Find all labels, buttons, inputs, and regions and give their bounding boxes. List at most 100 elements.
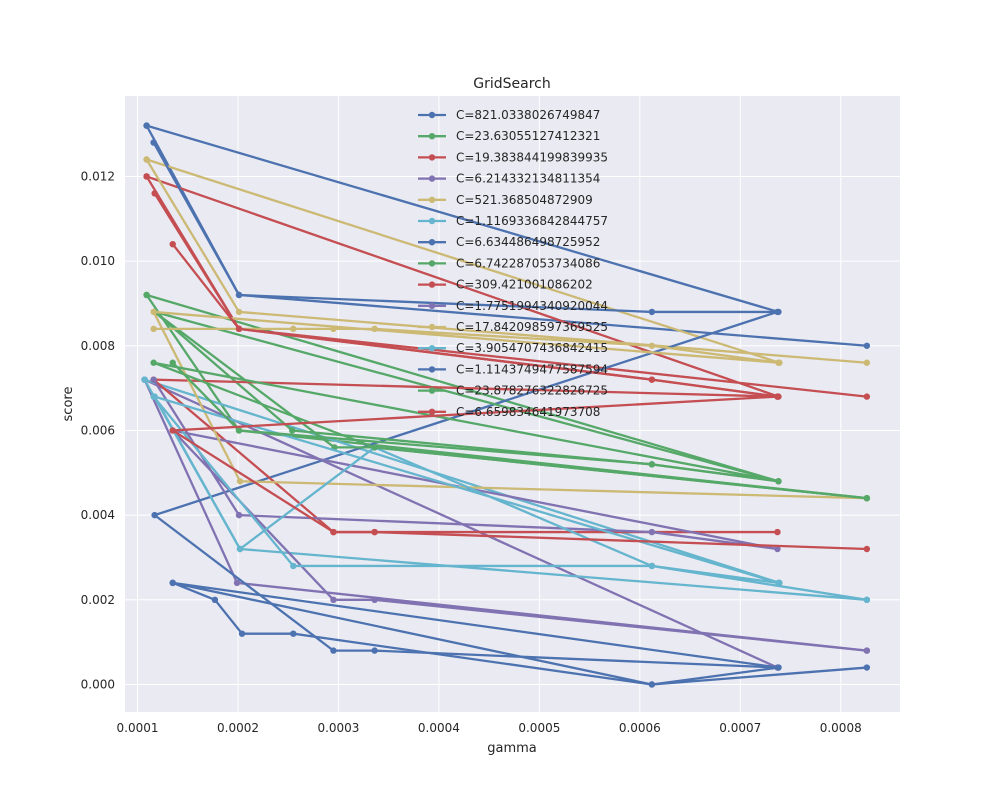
- data-point: [141, 376, 148, 383]
- data-point: [371, 444, 378, 451]
- data-point: [143, 122, 150, 129]
- legend-swatch-marker: [428, 175, 436, 182]
- x-tick-label: 0.0001: [117, 721, 159, 735]
- x-tick-label: 0.0007: [719, 721, 761, 735]
- data-point: [235, 291, 243, 299]
- data-point: [235, 427, 243, 434]
- legend-item: C=17.842098597369525: [418, 320, 608, 334]
- series-lines: [141, 122, 871, 688]
- legend-item: C=6.634486498725952: [418, 235, 600, 249]
- y-tick-labels: 0.000 0.002 0.004 0.006 0.008 0.010 0.012: [81, 169, 115, 691]
- legend-label: C=3.9054707436842415: [456, 341, 608, 355]
- series-13: [150, 359, 871, 502]
- data-point: [235, 325, 243, 333]
- series-12: [169, 579, 871, 688]
- legend-item: C=6.742287053734086: [418, 256, 600, 270]
- x-tick-labels: 0.0001 0.0002 0.0003 0.0004 0.0005 0.0006 0.00…: [117, 721, 862, 735]
- y-tick-label: 0.010: [81, 254, 115, 268]
- data-point: [238, 630, 246, 637]
- y-tick-label: 0.012: [81, 169, 115, 183]
- data-point: [774, 308, 781, 316]
- legend-swatch-marker: [428, 133, 436, 140]
- data-point: [330, 325, 337, 333]
- data-point: [290, 562, 297, 570]
- gridlines: [125, 96, 900, 712]
- data-point: [151, 190, 158, 197]
- data-point: [863, 647, 871, 654]
- data-point: [143, 173, 150, 180]
- legend-swatch-marker: [428, 154, 436, 161]
- x-tick-label: 0.0003: [317, 721, 359, 735]
- legend-label: C=1.7751994340920044: [456, 299, 608, 313]
- data-point: [290, 325, 297, 333]
- legend-label: C=6.659834641973708: [456, 405, 600, 419]
- data-point: [775, 579, 782, 587]
- series-11: [150, 393, 871, 604]
- data-point: [371, 596, 378, 604]
- legend-label: C=6.634486498725952: [456, 235, 600, 249]
- data-point: [648, 681, 656, 688]
- legend-item: C=521.368504872909: [418, 193, 593, 207]
- data-point: [774, 545, 781, 553]
- legend-item: C=6.214332134811354: [418, 172, 600, 186]
- data-point: [648, 562, 656, 570]
- data-point: [330, 596, 337, 604]
- data-point: [648, 376, 656, 383]
- data-point: [211, 596, 219, 604]
- data-point: [863, 494, 871, 502]
- x-tick-label: 0.0008: [820, 721, 862, 735]
- data-point: [863, 545, 871, 553]
- data-point: [169, 359, 176, 366]
- y-tick-label: 0.002: [81, 593, 115, 607]
- data-point: [150, 359, 157, 366]
- x-tick-label: 0.0006: [619, 721, 661, 735]
- data-point: [235, 511, 243, 519]
- data-point: [648, 528, 656, 536]
- legend-label: C=6.742287053734086: [456, 256, 600, 270]
- data-point: [648, 342, 656, 349]
- series-14: [169, 240, 871, 553]
- legend-label: C=521.368504872909: [456, 193, 593, 207]
- data-point: [863, 664, 871, 671]
- data-point: [863, 596, 871, 604]
- legend-item: C=1.1143749477587594: [418, 362, 608, 376]
- legend-item: C=1.1169336842844757: [418, 214, 608, 228]
- legend-item: C=6.659834641973708: [418, 405, 600, 419]
- legend-swatch-marker: [428, 302, 436, 309]
- legend-swatch-marker: [428, 217, 436, 225]
- data-point: [143, 291, 150, 299]
- series-line: [153, 310, 867, 500]
- y-tick-label: 0.004: [81, 508, 115, 522]
- data-point: [235, 308, 243, 316]
- legend-item: C=3.9054707436842415: [418, 341, 608, 355]
- legend: C=821.0338026749847 C=23.63055127412321 C=…: [418, 108, 608, 419]
- legend-swatch-marker: [428, 345, 436, 352]
- y-axis-label: score: [61, 387, 76, 422]
- y-tick-label: 0.000: [81, 677, 115, 691]
- data-point: [371, 325, 378, 333]
- legend-swatch-marker: [428, 366, 436, 373]
- legend-swatch-marker: [428, 323, 436, 331]
- data-point: [330, 647, 337, 654]
- legend-swatch-marker: [428, 408, 436, 415]
- x-tick-label: 0.0002: [217, 721, 259, 735]
- legend-item: C=23.878276322826725: [418, 384, 608, 398]
- data-point: [150, 376, 157, 383]
- data-point: [863, 342, 871, 349]
- data-point: [290, 630, 297, 637]
- x-tick-label: 0.0004: [418, 721, 460, 735]
- series-10: [150, 308, 871, 502]
- data-point: [648, 308, 656, 316]
- data-point: [648, 461, 656, 468]
- legend-swatch-marker: [428, 260, 436, 267]
- legend-item: C=309.421001086202: [418, 278, 593, 292]
- data-point: [774, 393, 781, 400]
- legend-label: C=821.0338026749847: [456, 108, 600, 122]
- data-point: [236, 478, 244, 485]
- legend-label: C=6.214332134811354: [456, 172, 600, 186]
- data-point: [371, 647, 378, 654]
- data-point: [169, 579, 176, 587]
- legend-label: C=19.383844199839935: [456, 150, 608, 164]
